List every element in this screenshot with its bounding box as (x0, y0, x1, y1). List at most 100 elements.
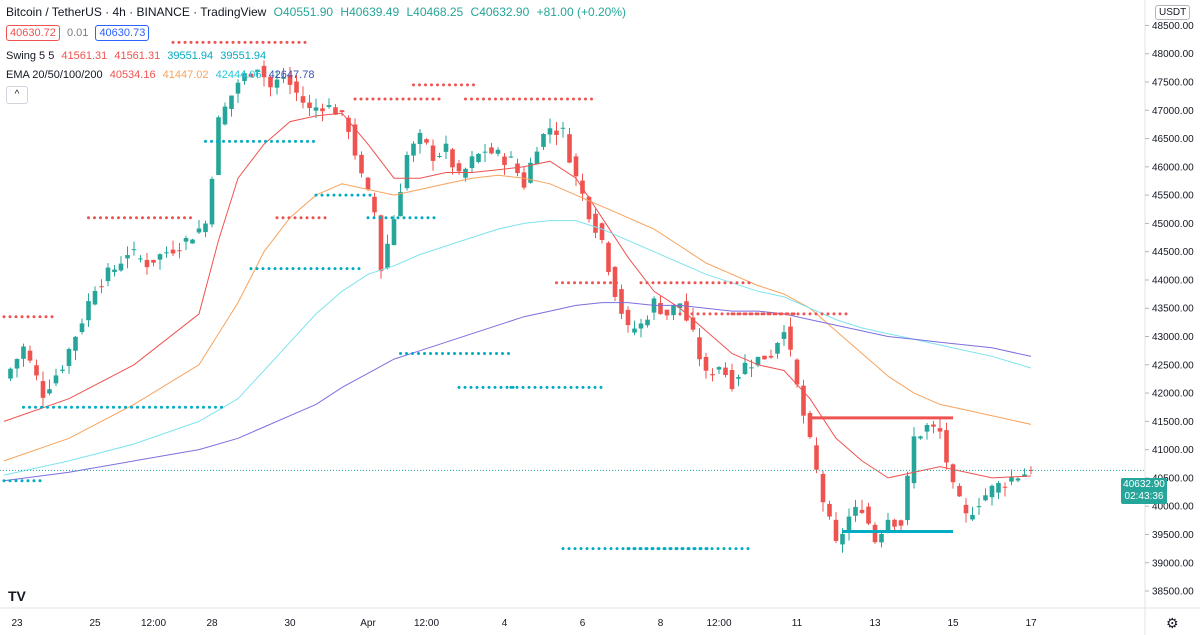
candle-body (521, 172, 527, 188)
ema-50-value: 41447.02 (162, 69, 209, 81)
candle-body (391, 219, 397, 246)
candle-body (827, 503, 832, 517)
candle-body (950, 464, 956, 483)
swing-value-3: 39551.94 (167, 50, 214, 62)
bid-ask-row: 40630.72 0.01 40630.73 (6, 25, 153, 41)
candle-body (1015, 478, 1021, 481)
candle-body (742, 362, 748, 374)
candle-body (27, 350, 33, 361)
candle-body (79, 323, 85, 333)
candle-body (892, 519, 897, 527)
candle-body (40, 381, 46, 398)
candle-body (937, 428, 943, 432)
candle-body (586, 196, 592, 220)
x-tick-label: 17 (1025, 618, 1037, 629)
ema-200-value: 42647.78 (268, 69, 315, 81)
candle-body (170, 249, 176, 254)
candle-body (1009, 477, 1014, 482)
candle-body (853, 506, 858, 516)
swing-value-1: 41561.31 (61, 50, 108, 62)
currency-button[interactable]: USDT (1155, 5, 1191, 20)
ema-line-50 (3, 174, 1032, 462)
ema-100-value: 42444.06 (215, 69, 262, 81)
candle-body (99, 286, 104, 288)
candle-body (957, 485, 962, 497)
y-tick-label: 39500.00 (1152, 530, 1194, 541)
x-tick-label: 13 (869, 618, 881, 629)
y-tick-label: 44000.00 (1152, 275, 1194, 286)
bar-countdown: 02:43:36 (1124, 491, 1164, 502)
y-tick-label: 45500.00 (1152, 191, 1194, 202)
candle-body (593, 213, 598, 233)
candle-body (1028, 469, 1034, 471)
candle-body (716, 367, 722, 370)
candle-body (287, 74, 293, 85)
candle-body (417, 132, 423, 145)
candle-body (404, 154, 410, 189)
candle-body (157, 254, 163, 260)
candle-body (931, 424, 936, 427)
candle-body (515, 163, 520, 174)
ema-line-100 (3, 220, 1032, 476)
candle-body (138, 258, 143, 260)
x-tick-label: 4 (502, 618, 508, 629)
candle-body (60, 369, 65, 371)
candle-body (73, 336, 78, 351)
x-tick-label: 25 (89, 618, 101, 629)
sell-button[interactable]: 40630.72 (6, 25, 60, 41)
symbol-title: Bitcoin / TetherUS · 4h · BINANCE · Trad… (6, 5, 267, 19)
candle-body (411, 143, 416, 156)
candle-body (775, 342, 780, 354)
y-tick-label: 46500.00 (1152, 134, 1194, 145)
candle-body (924, 424, 930, 432)
y-tick-label: 46000.00 (1152, 162, 1194, 173)
candle-body (554, 130, 559, 135)
candle-body (547, 128, 553, 135)
candle-body (105, 267, 111, 282)
candle-body (879, 533, 884, 543)
candle-body (911, 436, 917, 484)
buy-button[interactable]: 40630.73 (95, 25, 150, 41)
candle-body (918, 436, 923, 439)
candle-body (385, 243, 390, 269)
candle-body (359, 154, 364, 174)
candle-body (944, 430, 949, 463)
candle-body (216, 117, 221, 175)
candle-body (190, 239, 195, 244)
candle-body (814, 445, 819, 470)
candle-body (762, 355, 767, 360)
candle-body (352, 124, 358, 156)
y-tick-label: 41500.00 (1152, 417, 1194, 428)
candle-body (450, 149, 455, 168)
candle-body (398, 192, 403, 217)
candle-body (755, 356, 761, 366)
gear-icon[interactable]: ⚙ (1166, 615, 1179, 631)
candle-body (567, 134, 572, 163)
candle-body (463, 168, 468, 178)
candle-body (34, 365, 39, 376)
candle-body (125, 255, 130, 259)
y-tick-label: 44500.00 (1152, 247, 1194, 258)
candle-body (222, 106, 228, 125)
candle-body (710, 374, 715, 376)
candle-body (261, 65, 267, 78)
spread-value: 0.01 (66, 27, 89, 39)
ema-legend[interactable]: EMA 20/50/100/200 40534.16 41447.02 4244… (6, 69, 318, 81)
candle-body (203, 223, 208, 233)
candle-body (645, 319, 650, 326)
ohlc-high: H40639.49 (340, 5, 400, 19)
candle-body (313, 107, 319, 111)
candle-body (21, 346, 26, 359)
candle-body (53, 375, 59, 384)
candle-body (788, 326, 793, 350)
swing-legend[interactable]: Swing 5 5 41561.31 41561.31 39551.94 395… (6, 50, 270, 62)
tradingview-logo[interactable]: TV (8, 588, 26, 604)
collapse-legend-button[interactable]: ^ (6, 86, 28, 104)
x-tick-label: 6 (580, 618, 586, 629)
candle-body (599, 223, 605, 240)
candle-body (131, 249, 137, 251)
candle-body (268, 76, 273, 88)
y-tick-label: 48500.00 (1152, 21, 1194, 32)
candle-body (619, 289, 624, 314)
